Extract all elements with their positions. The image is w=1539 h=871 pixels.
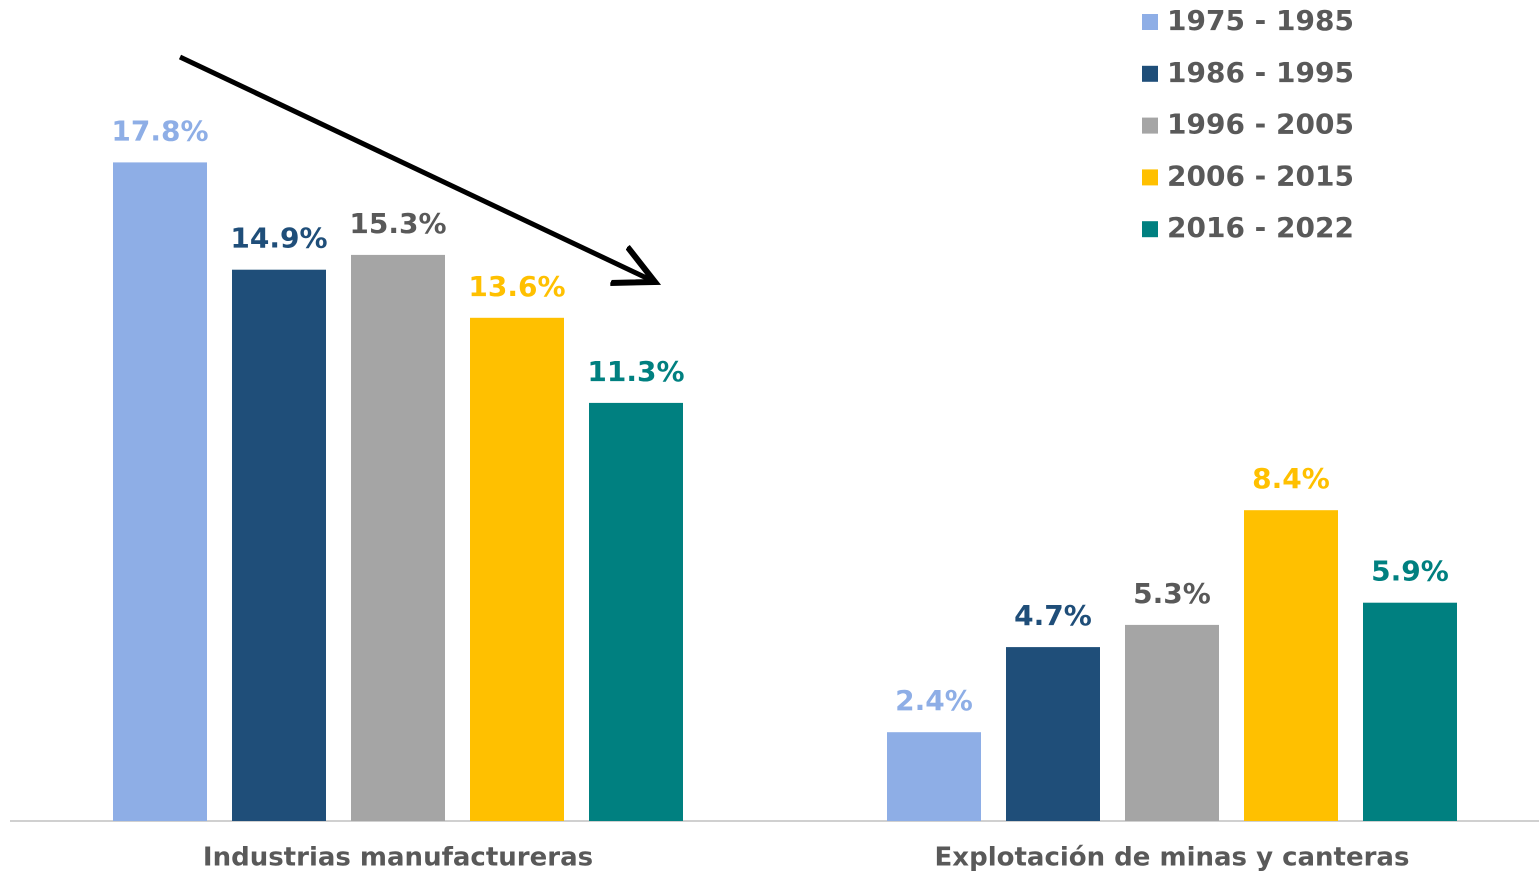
bar: [589, 402, 683, 821]
data-label: 5.3%: [1133, 577, 1211, 610]
x-tick-label: Explotación de minas y canteras: [935, 843, 1410, 871]
data-label: 15.3%: [349, 207, 446, 240]
legend-label: 1975 - 1985: [1167, 4, 1354, 37]
bar: [232, 269, 326, 821]
legend-label: 2006 - 2015: [1167, 159, 1354, 192]
bar: [1125, 624, 1219, 821]
data-label: 17.8%: [111, 114, 208, 147]
data-label: 14.9%: [230, 222, 327, 255]
bar: [351, 254, 445, 821]
data-label: 11.3%: [587, 355, 684, 388]
legend-label: 1996 - 2005: [1167, 108, 1354, 141]
data-label: 4.7%: [1014, 599, 1092, 632]
bar: [113, 162, 207, 821]
bar: [887, 732, 981, 821]
bar: [1244, 510, 1338, 821]
trend-arrow: [178, 54, 655, 282]
data-label: 5.9%: [1371, 555, 1449, 588]
bar: [470, 317, 564, 821]
legend-swatch: [1142, 65, 1158, 82]
legend-swatch: [1142, 169, 1158, 186]
legend-swatch: [1142, 14, 1158, 30]
data-label: 8.4%: [1252, 462, 1330, 495]
data-label: 13.6%: [468, 270, 565, 303]
legend-label: 2016 - 2022: [1167, 211, 1354, 244]
x-tick-label: Industrias manufactureras: [203, 843, 593, 871]
bar: [1006, 647, 1100, 821]
data-label: 2.4%: [895, 684, 973, 717]
legend-swatch: [1142, 117, 1158, 134]
legend-swatch: [1142, 221, 1158, 238]
legend-label: 1986 - 1995: [1167, 56, 1354, 89]
bar: [1363, 602, 1457, 821]
